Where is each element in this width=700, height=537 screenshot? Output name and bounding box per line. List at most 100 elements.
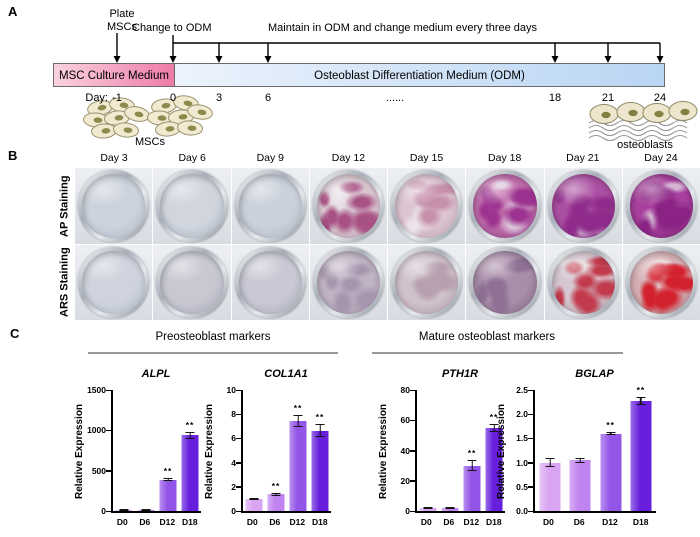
- bar-group-d18: **: [179, 390, 201, 511]
- bar-group-d12: **: [287, 390, 309, 511]
- y-tick-label: 0: [405, 506, 410, 516]
- panel-b-column-header: Day 15: [409, 152, 444, 164]
- bar-group-d12: **: [157, 390, 179, 511]
- bar-group-d0: [417, 390, 439, 511]
- bar-group-d18: **: [309, 390, 331, 511]
- y-tick-mark: [528, 389, 534, 391]
- group-rule-left: [88, 352, 338, 354]
- day-axis-prefix: Day:: [85, 92, 108, 104]
- well-ring: [625, 170, 697, 242]
- bar-group-d6: [565, 390, 595, 511]
- well-ring: [234, 170, 306, 242]
- x-tick-label: D6: [573, 517, 585, 527]
- y-tick-mark: [236, 510, 242, 512]
- mscs-caption: MSCs: [135, 136, 165, 148]
- significance-label: **: [163, 466, 173, 477]
- bar: [181, 435, 199, 511]
- y-tick-mark: [528, 486, 534, 488]
- x-tick-label: D0: [246, 517, 258, 527]
- bar-group-d18: **: [483, 390, 505, 511]
- bar: [311, 430, 329, 511]
- arrowheads: [113, 56, 664, 63]
- stained-well-ars-day-12: [309, 244, 387, 320]
- error-bar: [575, 457, 585, 463]
- y-tick-mark: [236, 389, 242, 391]
- stained-well-ars-day-3: [75, 244, 153, 320]
- panel-b-column-header: Day 18: [488, 152, 522, 164]
- y-tick-label: 1.5: [516, 433, 528, 444]
- stained-well-ap-day-15: [388, 168, 466, 244]
- y-tick-mark: [106, 389, 112, 391]
- significance-label: **: [489, 412, 499, 423]
- chart-title: BGLAP: [575, 368, 614, 380]
- x-tick-label: D12: [602, 517, 618, 527]
- y-tick-label: 20: [400, 475, 410, 486]
- stained-well-ap-day-3: [75, 168, 153, 244]
- bar: [569, 460, 591, 511]
- bar-group-d6: [439, 390, 461, 511]
- bar-group-d0: [535, 390, 565, 511]
- significance-label: **: [467, 448, 477, 459]
- well-fluid: [316, 250, 381, 314]
- y-tick-mark: [106, 510, 112, 512]
- chart-alpl: ALPL Relative Expression 0 500 1000 1500 ** *…: [73, 366, 205, 533]
- well-ring: [78, 246, 150, 318]
- y-tick-label: 0.0: [516, 506, 528, 516]
- error-bar: [489, 424, 499, 432]
- plot-area: 0.0 0.5 1.0 1.5 2.0 2.5 ** **: [516, 385, 656, 516]
- x-axis-labels: D0 D6 D12 D18: [241, 517, 331, 530]
- bar-group-d6: [135, 390, 157, 511]
- group-title-mature: Mature osteoblast markers: [418, 331, 556, 343]
- panel-b-label: B: [8, 148, 18, 163]
- bar: [485, 427, 503, 511]
- bars: ** **: [113, 390, 201, 511]
- y-tick-label: 60: [400, 415, 410, 426]
- y-tick-label: 500: [91, 465, 106, 476]
- y-tick-mark: [236, 437, 242, 440]
- msc-culture-medium-box: MSC Culture Medium: [53, 63, 175, 87]
- y-tick-mark: [410, 450, 416, 452]
- bar: [245, 498, 263, 511]
- y-tick-label: 10: [226, 385, 236, 395]
- timeline-arrows: [116, 33, 661, 57]
- y-axis-label: Relative Expression: [74, 403, 85, 500]
- error-bar: [119, 508, 129, 511]
- bar: [600, 433, 622, 511]
- y-tick-mark: [236, 486, 242, 488]
- well-ring: [469, 246, 541, 318]
- y-tick-mark: [106, 470, 112, 472]
- y-tick-mark: [528, 413, 534, 416]
- x-tick-label: D6: [139, 517, 151, 527]
- y-tick-label: 4: [231, 457, 236, 468]
- panel-b-column-header: Day 12: [331, 152, 366, 164]
- day-tick-label: 6: [264, 92, 272, 104]
- bar-group-d0: [243, 390, 265, 511]
- x-tick-label: D18: [311, 517, 328, 527]
- x-axis-labels: D0 D6 D12 D18: [415, 517, 505, 530]
- well-ring: [156, 246, 228, 318]
- x-tick-label: D6: [269, 517, 281, 527]
- error-bar: [293, 414, 303, 427]
- stained-well-ap-day-6: [153, 168, 231, 244]
- y-tick-label: 0.5: [516, 481, 528, 492]
- x-tick-label: D0: [116, 517, 128, 527]
- x-axis-labels: D0 D6 D12 D18: [533, 517, 656, 530]
- well-fluid: [395, 174, 459, 238]
- well-fluid: [551, 174, 616, 238]
- error-bar: [445, 506, 455, 509]
- plot-area: 0 500 1000 1500 ** **: [87, 385, 201, 516]
- x-axis-labels: D0 D6 D12 D18: [111, 517, 201, 530]
- well-fluid: [473, 250, 537, 314]
- y-tick-mark: [410, 419, 416, 422]
- y-tick-mark: [528, 462, 534, 464]
- stained-well-ars-day-15: [388, 244, 466, 320]
- well-fluid: [82, 250, 146, 314]
- x-tick-label: D12: [463, 517, 480, 527]
- well-fluid: [629, 174, 694, 238]
- y-tick-mark: [410, 480, 416, 482]
- significance-label: **: [271, 480, 281, 491]
- day-tick-label: -1: [112, 92, 122, 104]
- well-fluid: [551, 250, 616, 314]
- x-tick-label: D0: [542, 517, 554, 527]
- chart-title: COL1A1: [264, 368, 308, 380]
